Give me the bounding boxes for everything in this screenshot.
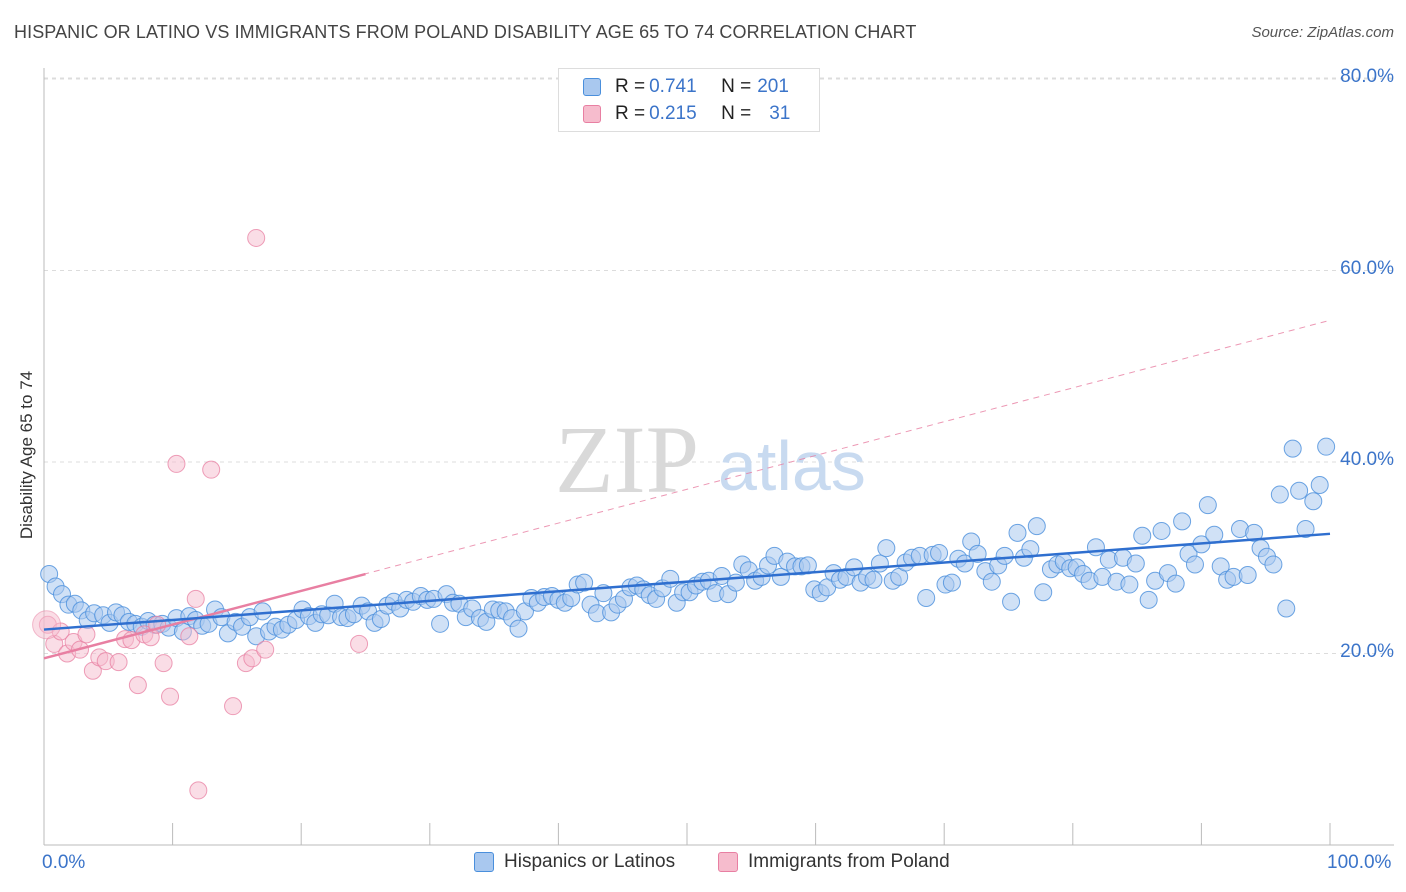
legend-n-value: 201	[757, 76, 789, 97]
x-tick-min: 0.0%	[42, 852, 86, 873]
data-point-hispanics	[1120, 575, 1139, 594]
data-point-hispanics	[1185, 555, 1204, 574]
data-point-hispanics	[1002, 592, 1021, 611]
series-poland-points	[32, 228, 369, 800]
data-point-hispanics	[431, 614, 450, 633]
data-point-hispanics	[1027, 517, 1046, 536]
data-point-hispanics	[1008, 523, 1027, 542]
data-point-poland	[186, 589, 205, 608]
data-point-hispanics	[1290, 481, 1309, 500]
data-point-poland	[224, 697, 243, 716]
y-tick-label: 60.0%	[1340, 257, 1394, 279]
data-point-poland	[77, 625, 96, 644]
data-point-poland	[350, 634, 369, 653]
watermark-zip: ZIP	[555, 406, 699, 513]
legend-row-poland: R = 0.215 N = 31	[583, 101, 790, 127]
legend-r-value: 0.741	[649, 76, 697, 97]
trend-lines	[43, 319, 1331, 660]
legend-row-hispanics: R = 0.741 N = 201	[583, 74, 789, 100]
data-point-hispanics	[575, 573, 594, 592]
data-point-poland	[189, 781, 208, 800]
watermark: ZIP atlas	[555, 406, 866, 513]
data-point-hispanics	[1126, 554, 1145, 573]
data-point-hispanics	[845, 558, 864, 577]
correlation-legend: R = 0.741 N = 201 R = 0.215 N = 31	[558, 68, 820, 132]
data-point-poland	[109, 653, 128, 672]
data-point-hispanics	[1205, 525, 1224, 544]
data-point-poland	[154, 654, 173, 673]
data-point-poland	[202, 460, 221, 479]
y-tick-label: 20.0%	[1340, 640, 1394, 662]
data-point-poland	[256, 640, 275, 659]
data-point-hispanics	[1304, 492, 1323, 511]
data-point-hispanics	[930, 543, 949, 562]
data-point-hispanics	[1277, 599, 1296, 618]
data-point-hispanics	[1166, 574, 1185, 593]
trend-line-hispanics	[43, 532, 1331, 631]
data-point-hispanics	[661, 569, 680, 588]
data-point-poland	[247, 228, 266, 247]
data-point-hispanics	[1317, 437, 1336, 456]
legend-item-poland: Immigrants from Poland	[718, 851, 950, 873]
chart-title: HISPANIC OR LATINO VS IMMIGRANTS FROM PO…	[14, 22, 917, 42]
legend-r-label: R =	[615, 76, 646, 97]
data-point-hispanics	[1198, 496, 1217, 515]
y-tick-label: 40.0%	[1340, 449, 1394, 470]
data-point-hispanics	[1021, 540, 1040, 559]
legend-item-hispanics: Hispanics or Latinos	[474, 851, 675, 873]
source-note: Source: ZipAtlas.com	[1251, 24, 1394, 41]
legend-r-label: R =	[615, 103, 646, 124]
data-point-hispanics	[1296, 520, 1315, 539]
legend-r-value: 0.215	[649, 103, 697, 124]
data-point-hispanics	[253, 602, 272, 621]
data-point-hispanics	[1264, 555, 1283, 574]
data-point-hispanics	[864, 570, 883, 589]
data-point-hispanics	[1270, 485, 1289, 504]
data-point-hispanics	[1173, 512, 1192, 531]
data-point-poland	[128, 676, 147, 695]
legend-swatch-pink	[718, 852, 738, 872]
data-point-hispanics	[982, 572, 1001, 591]
data-point-hispanics	[877, 539, 896, 558]
legend-swatch-pink	[583, 105, 601, 123]
data-point-hispanics	[1245, 523, 1264, 542]
data-point-hispanics	[1310, 475, 1329, 494]
legend-label-hispanics: Hispanics or Latinos	[504, 851, 676, 872]
watermark-atlas: atlas	[718, 427, 866, 505]
data-point-hispanics	[995, 546, 1014, 565]
legend-n-label: N =	[721, 76, 752, 97]
trend-line-poland	[43, 572, 366, 660]
data-point-hispanics	[771, 567, 790, 586]
legend-n-value: 31	[769, 103, 791, 124]
legend-swatch-blue	[474, 852, 494, 872]
data-point-hispanics	[1139, 590, 1158, 609]
data-point-hispanics	[968, 544, 987, 563]
data-point-hispanics	[1133, 526, 1152, 545]
legend-n-label: N =	[721, 103, 752, 124]
data-point-poland	[167, 454, 186, 473]
data-point-hispanics	[1152, 521, 1171, 540]
legend-label-poland: Immigrants from Poland	[748, 851, 950, 872]
data-point-poland	[161, 687, 180, 706]
legend-swatch-blue	[583, 78, 601, 96]
data-point-hispanics	[917, 588, 936, 607]
data-point-hispanics	[870, 554, 889, 573]
axes	[43, 68, 1394, 846]
data-point-hispanics	[1034, 583, 1053, 602]
data-point-hispanics	[955, 554, 974, 573]
data-point-hispanics	[1283, 439, 1302, 458]
data-point-poland	[243, 649, 262, 668]
data-point-poland	[180, 627, 199, 646]
data-point-hispanics	[509, 619, 528, 638]
data-point-poland	[32, 610, 62, 640]
data-point-hispanics	[1238, 565, 1257, 584]
y-tick-label: 80.0%	[1340, 66, 1394, 87]
data-point-hispanics	[942, 573, 961, 592]
data-point-hispanics	[1086, 538, 1105, 557]
x-tick-max: 100.0%	[1327, 852, 1392, 873]
